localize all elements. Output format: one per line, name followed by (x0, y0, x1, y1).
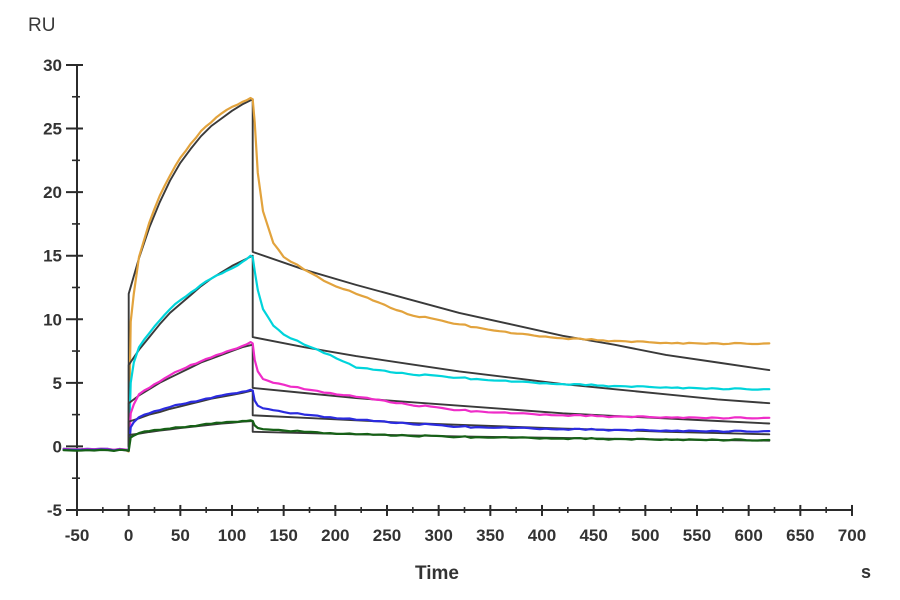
y-tick-label: 30 (43, 56, 62, 75)
y-tick-label: -5 (47, 501, 62, 520)
x-axis-unit-label: s (861, 562, 871, 582)
x-tick-label: 550 (683, 526, 711, 545)
x-tick-label: 50 (171, 526, 190, 545)
y-tick-label: 15 (43, 247, 62, 266)
x-tick-label: 100 (218, 526, 246, 545)
y-tick-label: 25 (43, 120, 62, 139)
concentration-5-data-curve (62, 419, 771, 452)
concentration-1-fit-curve (127, 98, 771, 448)
concentration-2-data-curve (62, 254, 771, 452)
x-tick-label: 300 (424, 526, 452, 545)
y-tick-label: 20 (43, 183, 62, 202)
x-tick-label: 250 (373, 526, 401, 545)
x-tick-label: 400 (528, 526, 556, 545)
concentration-3-data-curve (62, 341, 771, 452)
x-tick-label: 700 (838, 526, 866, 545)
axes-layer: -50 0 50 100 150 200 250 300 350 400 450 500 550 600 6… (43, 56, 866, 545)
x-tick-label: 150 (269, 526, 297, 545)
x-axis-title: Time (415, 563, 459, 584)
x-tick-label: 650 (786, 526, 814, 545)
x-tick-label: -50 (65, 526, 90, 545)
x-tick-label: 500 (631, 526, 659, 545)
concentration-1-data-curve (62, 96, 771, 453)
x-tick-label: 200 (321, 526, 349, 545)
y-tick-label: 10 (43, 310, 62, 329)
series-layer (62, 96, 771, 453)
y-tick-label: 0 (53, 437, 62, 456)
x-tick-label: 450 (579, 526, 607, 545)
y-tick-label: 5 (53, 374, 62, 393)
x-tick-label: 350 (476, 526, 504, 545)
concentration-4-data-curve (62, 388, 771, 452)
x-tick-label: 0 (124, 526, 133, 545)
x-tick-label: 600 (734, 526, 762, 545)
y-axis-unit-label: RU (28, 15, 55, 36)
